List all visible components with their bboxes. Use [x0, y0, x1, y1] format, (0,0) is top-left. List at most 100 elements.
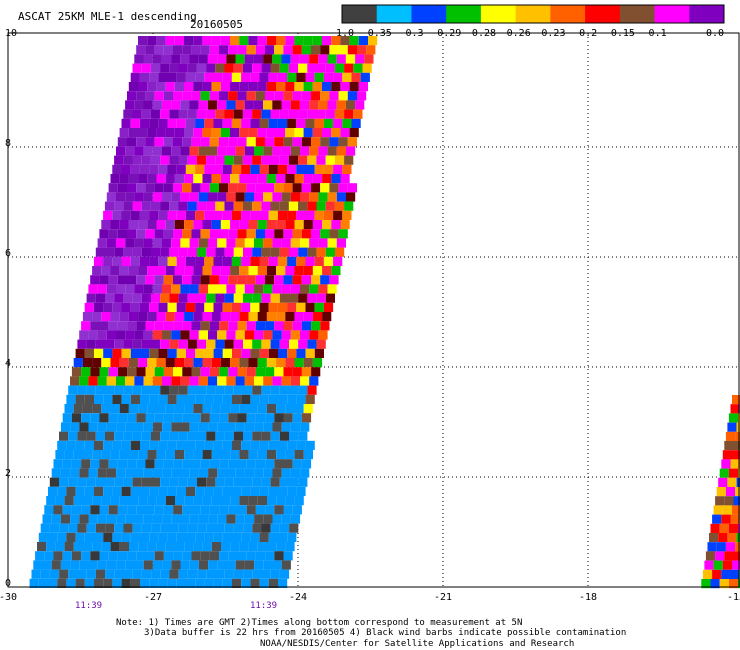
swath-cell [29, 578, 39, 588]
swath-cell [173, 321, 183, 331]
x-tick-label: -18 [579, 592, 598, 603]
swath-cell [217, 422, 227, 432]
swath-cell [300, 192, 310, 202]
swath-cell [169, 247, 179, 257]
swath-cell [196, 201, 207, 211]
swath-cell [57, 486, 67, 496]
swath-cell [246, 413, 256, 423]
swath-cell [182, 229, 192, 239]
swath-cell [173, 137, 183, 147]
swath-cell [305, 72, 315, 82]
swath-cell [733, 496, 740, 506]
swath-cell [316, 109, 326, 119]
swath-cell [265, 367, 275, 377]
swath-cell [209, 321, 220, 331]
swath-cell [158, 256, 168, 266]
swath-cell [77, 477, 87, 487]
swath-cell [254, 284, 264, 294]
swath-cell [162, 468, 172, 478]
swath-cell [274, 413, 284, 423]
swath-cell [189, 514, 199, 524]
swath-cell [323, 164, 334, 174]
swath-cell [257, 404, 267, 414]
swath-cell [173, 505, 183, 515]
swath-cell [191, 45, 201, 55]
swath-cell [114, 339, 124, 349]
swath-cell [322, 220, 332, 230]
swath-cell [338, 137, 348, 147]
swath-cell [276, 358, 286, 368]
swath-cell [110, 542, 120, 552]
swath-cell [176, 72, 186, 82]
swath-cell [226, 284, 236, 294]
swath-cell [121, 532, 131, 542]
swath-cell [62, 413, 72, 423]
swath-cell [340, 174, 350, 184]
swath-cell [226, 468, 236, 478]
swath-cell [178, 569, 188, 579]
swath-cell [250, 256, 260, 266]
swath-cell [267, 542, 277, 552]
swath-cell [281, 192, 291, 202]
swath-cell [252, 385, 262, 395]
swath-cell [327, 192, 337, 202]
swath-cell [204, 256, 214, 266]
swath-cell [145, 275, 155, 285]
swath-cell [259, 440, 269, 450]
swath-cell [110, 404, 120, 414]
swath-cell [152, 238, 162, 248]
swath-cell [244, 100, 254, 110]
swath-cell [196, 155, 207, 165]
x-tick-label: -15 [727, 592, 740, 603]
swath-cell [127, 275, 137, 285]
swath-cell [707, 542, 717, 552]
swath-cell [132, 201, 142, 211]
swath-cell [162, 284, 172, 294]
swath-cell [248, 82, 258, 92]
swath-cell [294, 312, 304, 322]
swath-cell [222, 302, 232, 312]
swath-cell [248, 404, 258, 414]
swath-cell [215, 63, 225, 73]
swath-cell [141, 63, 151, 73]
swath-cell [224, 569, 234, 579]
swath-cell [198, 330, 208, 340]
swath-cell [735, 431, 740, 441]
swath-cell [37, 542, 47, 552]
swath-cell [250, 440, 260, 450]
swath-cell [732, 560, 740, 570]
swath-cell [141, 339, 151, 349]
swath-cell [171, 468, 181, 478]
swath-cell [112, 394, 122, 404]
swath-cell [252, 569, 262, 579]
swath-cell [228, 413, 238, 423]
swath-cell [136, 91, 146, 101]
swath-cell [217, 284, 227, 294]
swath-cell [158, 164, 168, 174]
swath-cell [217, 100, 227, 110]
swath-cell [263, 146, 273, 156]
swath-cell [64, 450, 74, 460]
swath-cell [732, 450, 740, 460]
swath-cell [255, 45, 265, 55]
swath-cell [727, 477, 737, 487]
swath-cell [92, 496, 102, 506]
swath-cell [173, 413, 183, 423]
swath-cell [193, 496, 203, 506]
swath-cell [323, 72, 334, 82]
y-tick-label: 0 [5, 578, 12, 589]
swath-cell [274, 367, 284, 377]
swath-cell [70, 422, 80, 432]
swath-cell [46, 542, 56, 552]
swath-cell [62, 459, 72, 469]
swath-cell [171, 100, 181, 110]
swath-cell [217, 468, 227, 478]
swath-cell [283, 367, 293, 377]
swath-cell [106, 560, 117, 570]
swath-cell [198, 192, 208, 202]
swath-cell [292, 413, 302, 423]
swath-cell [180, 54, 190, 64]
swath-cell [265, 229, 275, 239]
swath-cell [244, 560, 255, 570]
swath-cell [79, 376, 89, 386]
